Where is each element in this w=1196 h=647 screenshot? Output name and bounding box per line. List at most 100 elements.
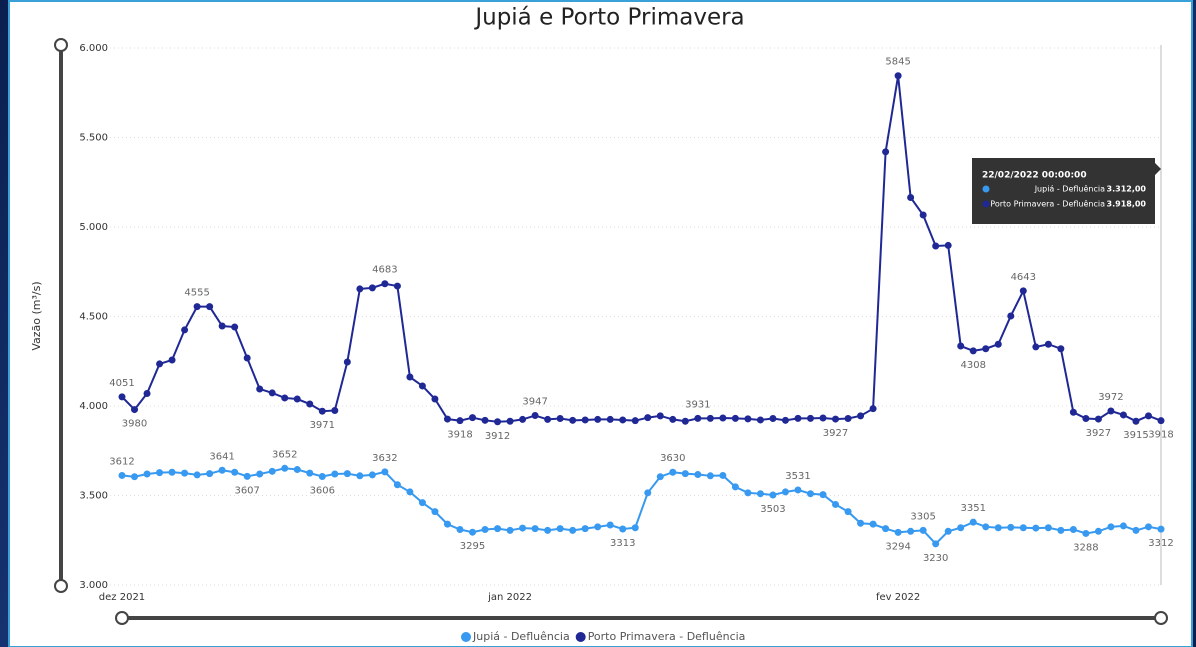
data-label: 3606 bbox=[310, 486, 335, 497]
data-point bbox=[919, 211, 927, 219]
data-point bbox=[356, 472, 364, 480]
data-label: 3912 bbox=[485, 431, 510, 442]
data-point bbox=[1157, 417, 1165, 425]
tooltip-value: 3.918,00 bbox=[1107, 200, 1147, 209]
data-point bbox=[168, 468, 176, 476]
legend-label: Jupiá - Defluência bbox=[472, 630, 570, 643]
data-point bbox=[519, 415, 527, 423]
data-point bbox=[681, 470, 689, 478]
data-point bbox=[769, 491, 777, 499]
data-point bbox=[181, 326, 189, 334]
data-point bbox=[143, 470, 151, 478]
data-label: 4683 bbox=[372, 265, 397, 276]
y-slider-handle[interactable] bbox=[54, 579, 68, 593]
data-point bbox=[694, 471, 702, 479]
data-point bbox=[469, 528, 477, 536]
data-point bbox=[957, 524, 965, 532]
data-point bbox=[631, 417, 639, 425]
data-point bbox=[544, 526, 552, 534]
data-label: 3931 bbox=[685, 399, 710, 410]
data-point bbox=[1132, 526, 1140, 534]
x-tick-label: jan 2022 bbox=[487, 592, 532, 603]
x-tick-label: fev 2022 bbox=[876, 592, 920, 603]
tooltip: 22/02/2022 00:00:00 Jupiá - Defluência 3… bbox=[972, 158, 1161, 224]
data-point bbox=[994, 524, 1002, 532]
y-slider-handle[interactable] bbox=[54, 38, 68, 52]
data-point bbox=[393, 481, 401, 489]
data-point bbox=[443, 415, 451, 423]
data-point bbox=[669, 415, 677, 423]
tooltip-box bbox=[972, 158, 1155, 224]
data-point bbox=[894, 72, 902, 80]
data-point bbox=[506, 417, 514, 425]
data-point bbox=[281, 464, 289, 472]
data-point bbox=[206, 470, 214, 478]
legend: Jupiá - Defluência Porto Primavera - Defl… bbox=[461, 630, 745, 643]
data-label: 3313 bbox=[610, 538, 635, 549]
data-point bbox=[1119, 522, 1127, 530]
data-point bbox=[544, 415, 552, 423]
legend-swatch bbox=[575, 632, 586, 642]
data-point bbox=[1119, 411, 1127, 419]
tooltip-swatch bbox=[982, 185, 990, 193]
data-point bbox=[368, 284, 376, 292]
x-slider-handle[interactable] bbox=[1154, 611, 1168, 625]
data-label: 4051 bbox=[109, 378, 134, 389]
data-point bbox=[706, 414, 714, 422]
data-point bbox=[481, 416, 489, 424]
data-point bbox=[318, 473, 326, 481]
data-point bbox=[331, 470, 339, 478]
data-point bbox=[1069, 408, 1077, 416]
data-label: 4308 bbox=[961, 360, 986, 371]
data-point bbox=[982, 345, 990, 353]
data-point bbox=[456, 526, 464, 534]
data-point bbox=[944, 527, 952, 535]
data-point bbox=[406, 373, 414, 381]
data-point bbox=[907, 193, 915, 201]
data-point bbox=[969, 518, 977, 526]
data-point bbox=[494, 525, 502, 533]
data-label: 3288 bbox=[1073, 542, 1098, 553]
data-point bbox=[356, 285, 364, 293]
data-point bbox=[293, 395, 301, 403]
data-point bbox=[1019, 524, 1027, 532]
data-point bbox=[932, 242, 940, 250]
data-point bbox=[368, 471, 376, 479]
data-point bbox=[957, 342, 965, 350]
data-point bbox=[343, 358, 351, 366]
data-point bbox=[569, 526, 577, 534]
data-point bbox=[181, 469, 189, 477]
data-point bbox=[243, 472, 251, 480]
data-label: 3230 bbox=[923, 553, 948, 564]
data-point bbox=[832, 415, 840, 423]
data-point bbox=[656, 412, 664, 420]
x-slider-handle[interactable] bbox=[115, 611, 129, 625]
data-point bbox=[819, 491, 827, 499]
x-tick-label: dez 2021 bbox=[99, 592, 145, 603]
data-point bbox=[381, 280, 389, 288]
data-point bbox=[944, 241, 952, 249]
data-point bbox=[406, 488, 414, 496]
data-point bbox=[769, 415, 777, 423]
data-point bbox=[556, 525, 564, 533]
data-point bbox=[1094, 527, 1102, 535]
data-point bbox=[857, 519, 865, 527]
data-point bbox=[681, 417, 689, 425]
data-label: 4555 bbox=[184, 288, 209, 299]
data-point bbox=[819, 414, 827, 422]
data-point bbox=[193, 471, 201, 479]
data-label: 3305 bbox=[910, 511, 935, 522]
tooltip-pointer bbox=[1155, 163, 1161, 175]
data-label: 3641 bbox=[209, 451, 234, 462]
data-label: 3351 bbox=[961, 503, 986, 514]
y-tick-label: 5.000 bbox=[79, 222, 108, 233]
data-point bbox=[393, 282, 401, 290]
data-label: 3980 bbox=[122, 419, 147, 430]
plot-area: 3.000 3.500 4.000 4.500 5.000 5.500 6.000 dez 2… bbox=[79, 43, 1173, 603]
data-point bbox=[243, 354, 251, 362]
data-point bbox=[631, 524, 639, 532]
data-point bbox=[143, 389, 151, 397]
tooltip-name: Jupiá - Defluência bbox=[1034, 184, 1105, 194]
